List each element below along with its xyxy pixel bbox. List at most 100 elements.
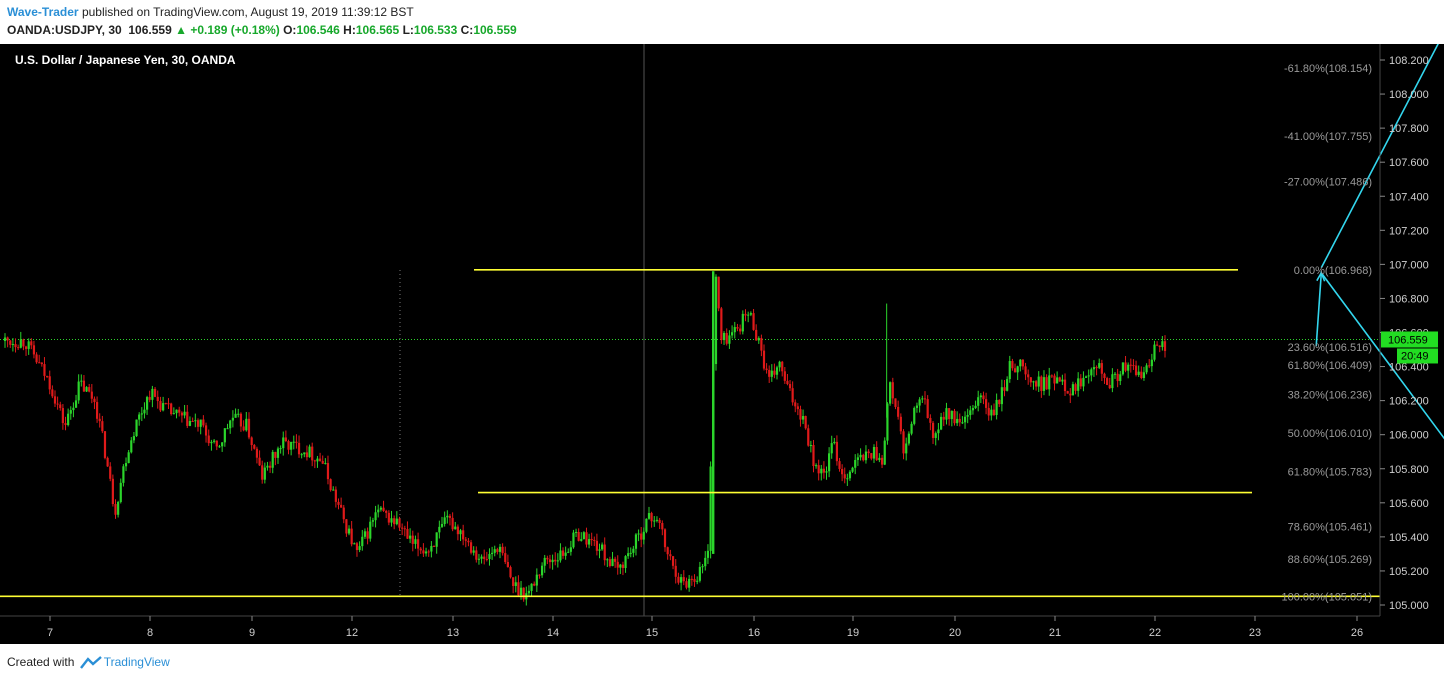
candle-body <box>693 579 696 582</box>
candle-body <box>332 489 335 491</box>
candle-body <box>1034 381 1038 387</box>
candle-body <box>546 557 549 560</box>
candle-body <box>292 441 295 443</box>
candle-body <box>838 461 841 469</box>
candle-body <box>409 535 412 539</box>
candle-body <box>998 399 1001 405</box>
candle-body <box>1163 341 1167 351</box>
time-axis[interactable]: 7 8 9 12 13 14 15 16 19 20 21 22 23 26 <box>47 616 1363 639</box>
candle-body <box>812 445 815 467</box>
candle-body <box>717 276 720 309</box>
candle-body <box>215 440 218 447</box>
candle-body <box>290 441 293 450</box>
plot-area: -61.80%(108.154) -41.00%(107.755) -27.00%(… <box>0 44 1444 616</box>
candle-body <box>186 411 189 426</box>
candle-body <box>504 553 507 562</box>
candle-body <box>305 452 309 458</box>
candle-body <box>191 420 194 422</box>
candle-body <box>74 400 78 408</box>
tradingview-brand[interactable]: TradingView <box>103 655 170 669</box>
price-tick-label: 108.000 <box>1389 89 1429 101</box>
candle-body <box>379 507 382 510</box>
projection-zigzag-arrow[interactable] <box>1315 270 1444 493</box>
candle-body <box>533 583 536 586</box>
candle-body <box>696 580 699 582</box>
candle-body <box>1113 373 1117 375</box>
candle-body <box>258 457 261 466</box>
candle-body <box>593 539 596 541</box>
candle-body <box>807 428 810 446</box>
candle-body <box>627 553 630 557</box>
candle-body <box>308 446 311 458</box>
candle-body <box>435 532 438 547</box>
author-link[interactable]: Wave-Trader <box>7 5 79 19</box>
candle-body <box>472 550 475 553</box>
time-tick-label: 26 <box>1351 627 1363 639</box>
price-chart[interactable]: -61.80%(108.154) -41.00%(107.755) -27.00%(… <box>0 44 1444 644</box>
candle-body <box>1063 379 1067 392</box>
candle-body <box>1040 376 1043 391</box>
candle-body <box>130 440 133 453</box>
time-tick-label: 19 <box>847 627 859 639</box>
candle-body <box>448 515 452 518</box>
candle-body <box>572 532 575 548</box>
candle-body <box>1006 379 1009 391</box>
candle-body <box>30 341 33 346</box>
candle-body <box>446 515 449 518</box>
candle-body <box>119 482 122 502</box>
candle-body <box>180 412 184 416</box>
candle-body <box>1158 345 1161 348</box>
candle-body <box>905 443 908 454</box>
candle-body <box>274 451 277 458</box>
candle-body <box>162 403 165 411</box>
candle-body <box>606 559 609 561</box>
candle-body <box>156 396 159 402</box>
candle-body <box>138 414 141 420</box>
candle-body <box>601 544 604 550</box>
candle-body <box>371 520 375 522</box>
candle-body <box>101 421 104 432</box>
candle-body <box>556 560 559 562</box>
candle-body <box>530 583 533 591</box>
candle-body <box>736 327 739 329</box>
candle-body <box>554 559 557 562</box>
current-price-value: 106.559 <box>1388 334 1428 346</box>
candle-body <box>1079 378 1082 387</box>
candle-body <box>846 478 849 480</box>
candle-body <box>114 504 117 515</box>
candle-body <box>43 364 46 376</box>
candle-body <box>67 413 70 426</box>
candle-body <box>93 398 96 403</box>
candle-body <box>316 458 319 462</box>
candle-body <box>889 382 892 404</box>
time-tick-label: 20 <box>949 627 961 639</box>
candle-body <box>1069 393 1072 396</box>
candle-body <box>851 467 854 472</box>
high-value: 106.565 <box>355 23 400 37</box>
candle-body <box>334 489 337 502</box>
candle-body <box>1098 363 1101 368</box>
candle-body <box>424 551 428 554</box>
candle-body <box>910 423 913 434</box>
fib-level-label: 61.80%(105.783) <box>1288 467 1372 479</box>
candle-body <box>527 590 531 594</box>
candle-body <box>143 409 146 414</box>
candle-body <box>995 399 998 415</box>
candle-body <box>218 446 221 448</box>
price-change: +0.189 (+0.18%) <box>190 23 280 37</box>
candle-body <box>1000 387 1003 405</box>
candle-body <box>958 418 961 423</box>
price-axis[interactable]: 108.200 108.000 107.800 107.600 107.400 107.2… <box>1380 55 1438 612</box>
candle-body <box>744 313 747 316</box>
candle-body <box>775 367 779 375</box>
breakout-candle <box>712 271 715 554</box>
candle-body <box>706 550 710 558</box>
candle-body <box>9 340 12 345</box>
candle-body <box>540 565 544 576</box>
candle-body <box>698 566 701 581</box>
candle-body <box>82 380 86 392</box>
candle-body <box>90 391 93 399</box>
candle-body <box>856 457 860 460</box>
candle-body <box>480 556 483 559</box>
candle-body <box>817 465 820 474</box>
